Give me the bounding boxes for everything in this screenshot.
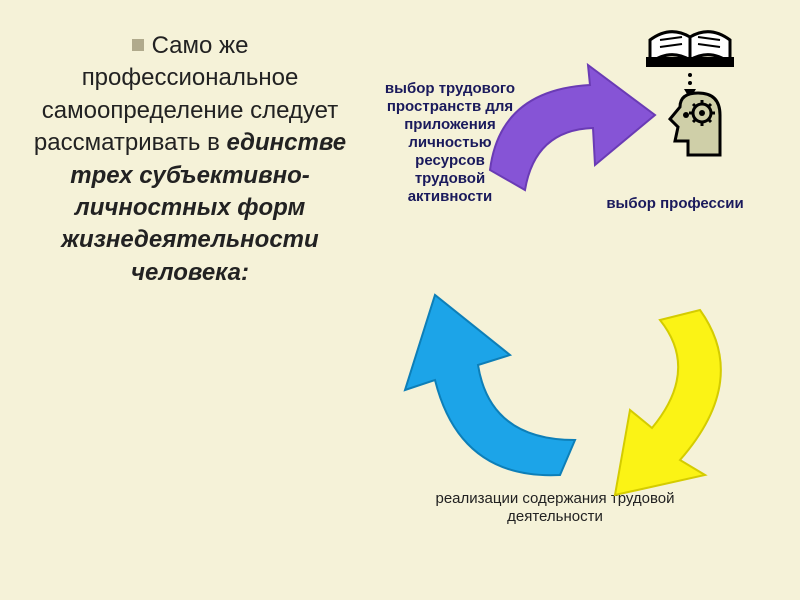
book-icon [646, 32, 734, 67]
head-icon [670, 93, 720, 155]
arrow-blue [380, 270, 590, 500]
main-text-block: Само же профессиональное самоопределение… [30, 30, 350, 289]
bullet-square [132, 39, 144, 51]
book-head-icon-group [640, 15, 750, 155]
